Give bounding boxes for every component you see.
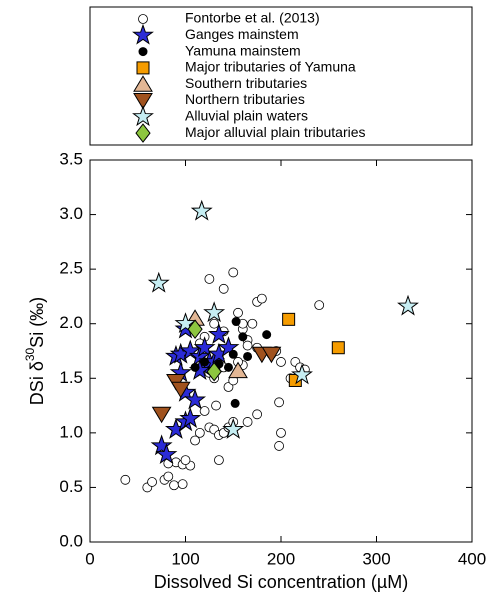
data-point bbox=[214, 455, 224, 466]
data-point bbox=[147, 477, 157, 487]
data-point bbox=[252, 409, 263, 420]
data-point bbox=[180, 455, 191, 466]
legend-label: Major tributaries of Yamuna bbox=[185, 59, 356, 75]
data-point bbox=[193, 336, 216, 358]
data-point bbox=[233, 307, 243, 318]
data-point bbox=[222, 418, 245, 439]
data-point bbox=[187, 319, 203, 339]
data-point bbox=[247, 318, 258, 329]
x-tick-label: 0 bbox=[85, 549, 94, 568]
data-point bbox=[231, 317, 241, 327]
legend-label: Yamuna mainstem bbox=[185, 42, 301, 58]
data-point bbox=[190, 362, 200, 372]
data-point bbox=[397, 294, 419, 316]
legend-label: Major alluvial plain tributaries bbox=[185, 124, 366, 140]
x-tick-label: 100 bbox=[171, 549, 199, 568]
data-point bbox=[243, 351, 253, 361]
data-point bbox=[147, 271, 170, 293]
y-tick-label: 3.0 bbox=[59, 204, 83, 223]
data-point bbox=[262, 330, 272, 340]
legend-marker bbox=[132, 23, 154, 45]
data-point bbox=[190, 199, 213, 221]
legend-label: Northern tributaries bbox=[185, 91, 305, 107]
data-point bbox=[204, 274, 215, 284]
legend-marker bbox=[138, 47, 148, 57]
legend-box bbox=[89, 6, 473, 146]
legend-marker bbox=[136, 61, 150, 75]
data-point bbox=[223, 362, 233, 372]
data-point bbox=[276, 427, 286, 438]
data-point bbox=[209, 318, 220, 329]
data-point bbox=[238, 332, 248, 342]
x-axis-label: Dissolved Si concentration (µM) bbox=[154, 572, 408, 592]
data-point bbox=[282, 312, 296, 326]
data-point bbox=[207, 323, 230, 344]
y-tick-label: 0.5 bbox=[59, 477, 83, 496]
legend-label: Alluvial plain waters bbox=[185, 108, 308, 124]
data-point bbox=[120, 474, 131, 485]
y-tick-label: 3.5 bbox=[59, 149, 83, 168]
data-point bbox=[179, 339, 202, 361]
data-point bbox=[203, 301, 226, 323]
data-point bbox=[194, 427, 205, 438]
data-point bbox=[261, 346, 282, 364]
data-point bbox=[242, 417, 253, 427]
y-tick-label: 1.0 bbox=[59, 422, 83, 441]
data-point bbox=[274, 441, 284, 451]
y-axis-label: DSi δ30Si (‰) bbox=[23, 297, 47, 405]
legend-marker bbox=[132, 105, 154, 127]
legend-label: Fontorbe et al. (2013) bbox=[185, 10, 320, 26]
data-point bbox=[211, 400, 221, 411]
data-point bbox=[177, 479, 188, 490]
data-point bbox=[151, 406, 172, 424]
data-point bbox=[190, 435, 200, 446]
legend-marker bbox=[138, 14, 148, 24]
data-point bbox=[256, 293, 267, 304]
data-point bbox=[228, 349, 238, 359]
y-tick-label: 1.5 bbox=[59, 368, 83, 387]
data-point bbox=[155, 443, 178, 465]
data-point bbox=[199, 406, 210, 416]
data-point bbox=[218, 283, 229, 294]
data-point bbox=[291, 363, 313, 385]
data-point bbox=[150, 434, 173, 456]
data-point bbox=[163, 471, 174, 482]
data-point bbox=[169, 480, 179, 491]
legend-label: Ganges mainstem bbox=[185, 26, 299, 42]
y-tick-label: 2.5 bbox=[59, 259, 83, 278]
data-point bbox=[242, 340, 253, 351]
data-point bbox=[200, 357, 210, 367]
data-point bbox=[228, 267, 239, 278]
x-tick-label: 200 bbox=[267, 549, 295, 568]
data-point bbox=[179, 407, 202, 428]
data-point bbox=[331, 341, 345, 355]
data-point bbox=[228, 361, 248, 379]
data-point bbox=[276, 357, 286, 367]
y-tick-label: 2.0 bbox=[59, 313, 83, 332]
data-point bbox=[314, 300, 325, 311]
data-point bbox=[217, 336, 240, 358]
data-point bbox=[274, 397, 284, 408]
legend-marker bbox=[133, 75, 153, 92]
y-tick-label: 0.0 bbox=[59, 531, 83, 550]
data-point bbox=[206, 361, 222, 382]
data-point bbox=[174, 312, 197, 334]
legend-label: Southern tributaries bbox=[185, 75, 307, 91]
legend-marker bbox=[133, 93, 153, 110]
data-point bbox=[230, 398, 240, 408]
data-point bbox=[170, 381, 191, 399]
legend-marker bbox=[135, 123, 151, 143]
x-tick-label: 300 bbox=[362, 549, 390, 568]
data-point bbox=[184, 388, 207, 410]
x-tick-label: 400 bbox=[458, 549, 486, 568]
data-point bbox=[223, 382, 234, 392]
